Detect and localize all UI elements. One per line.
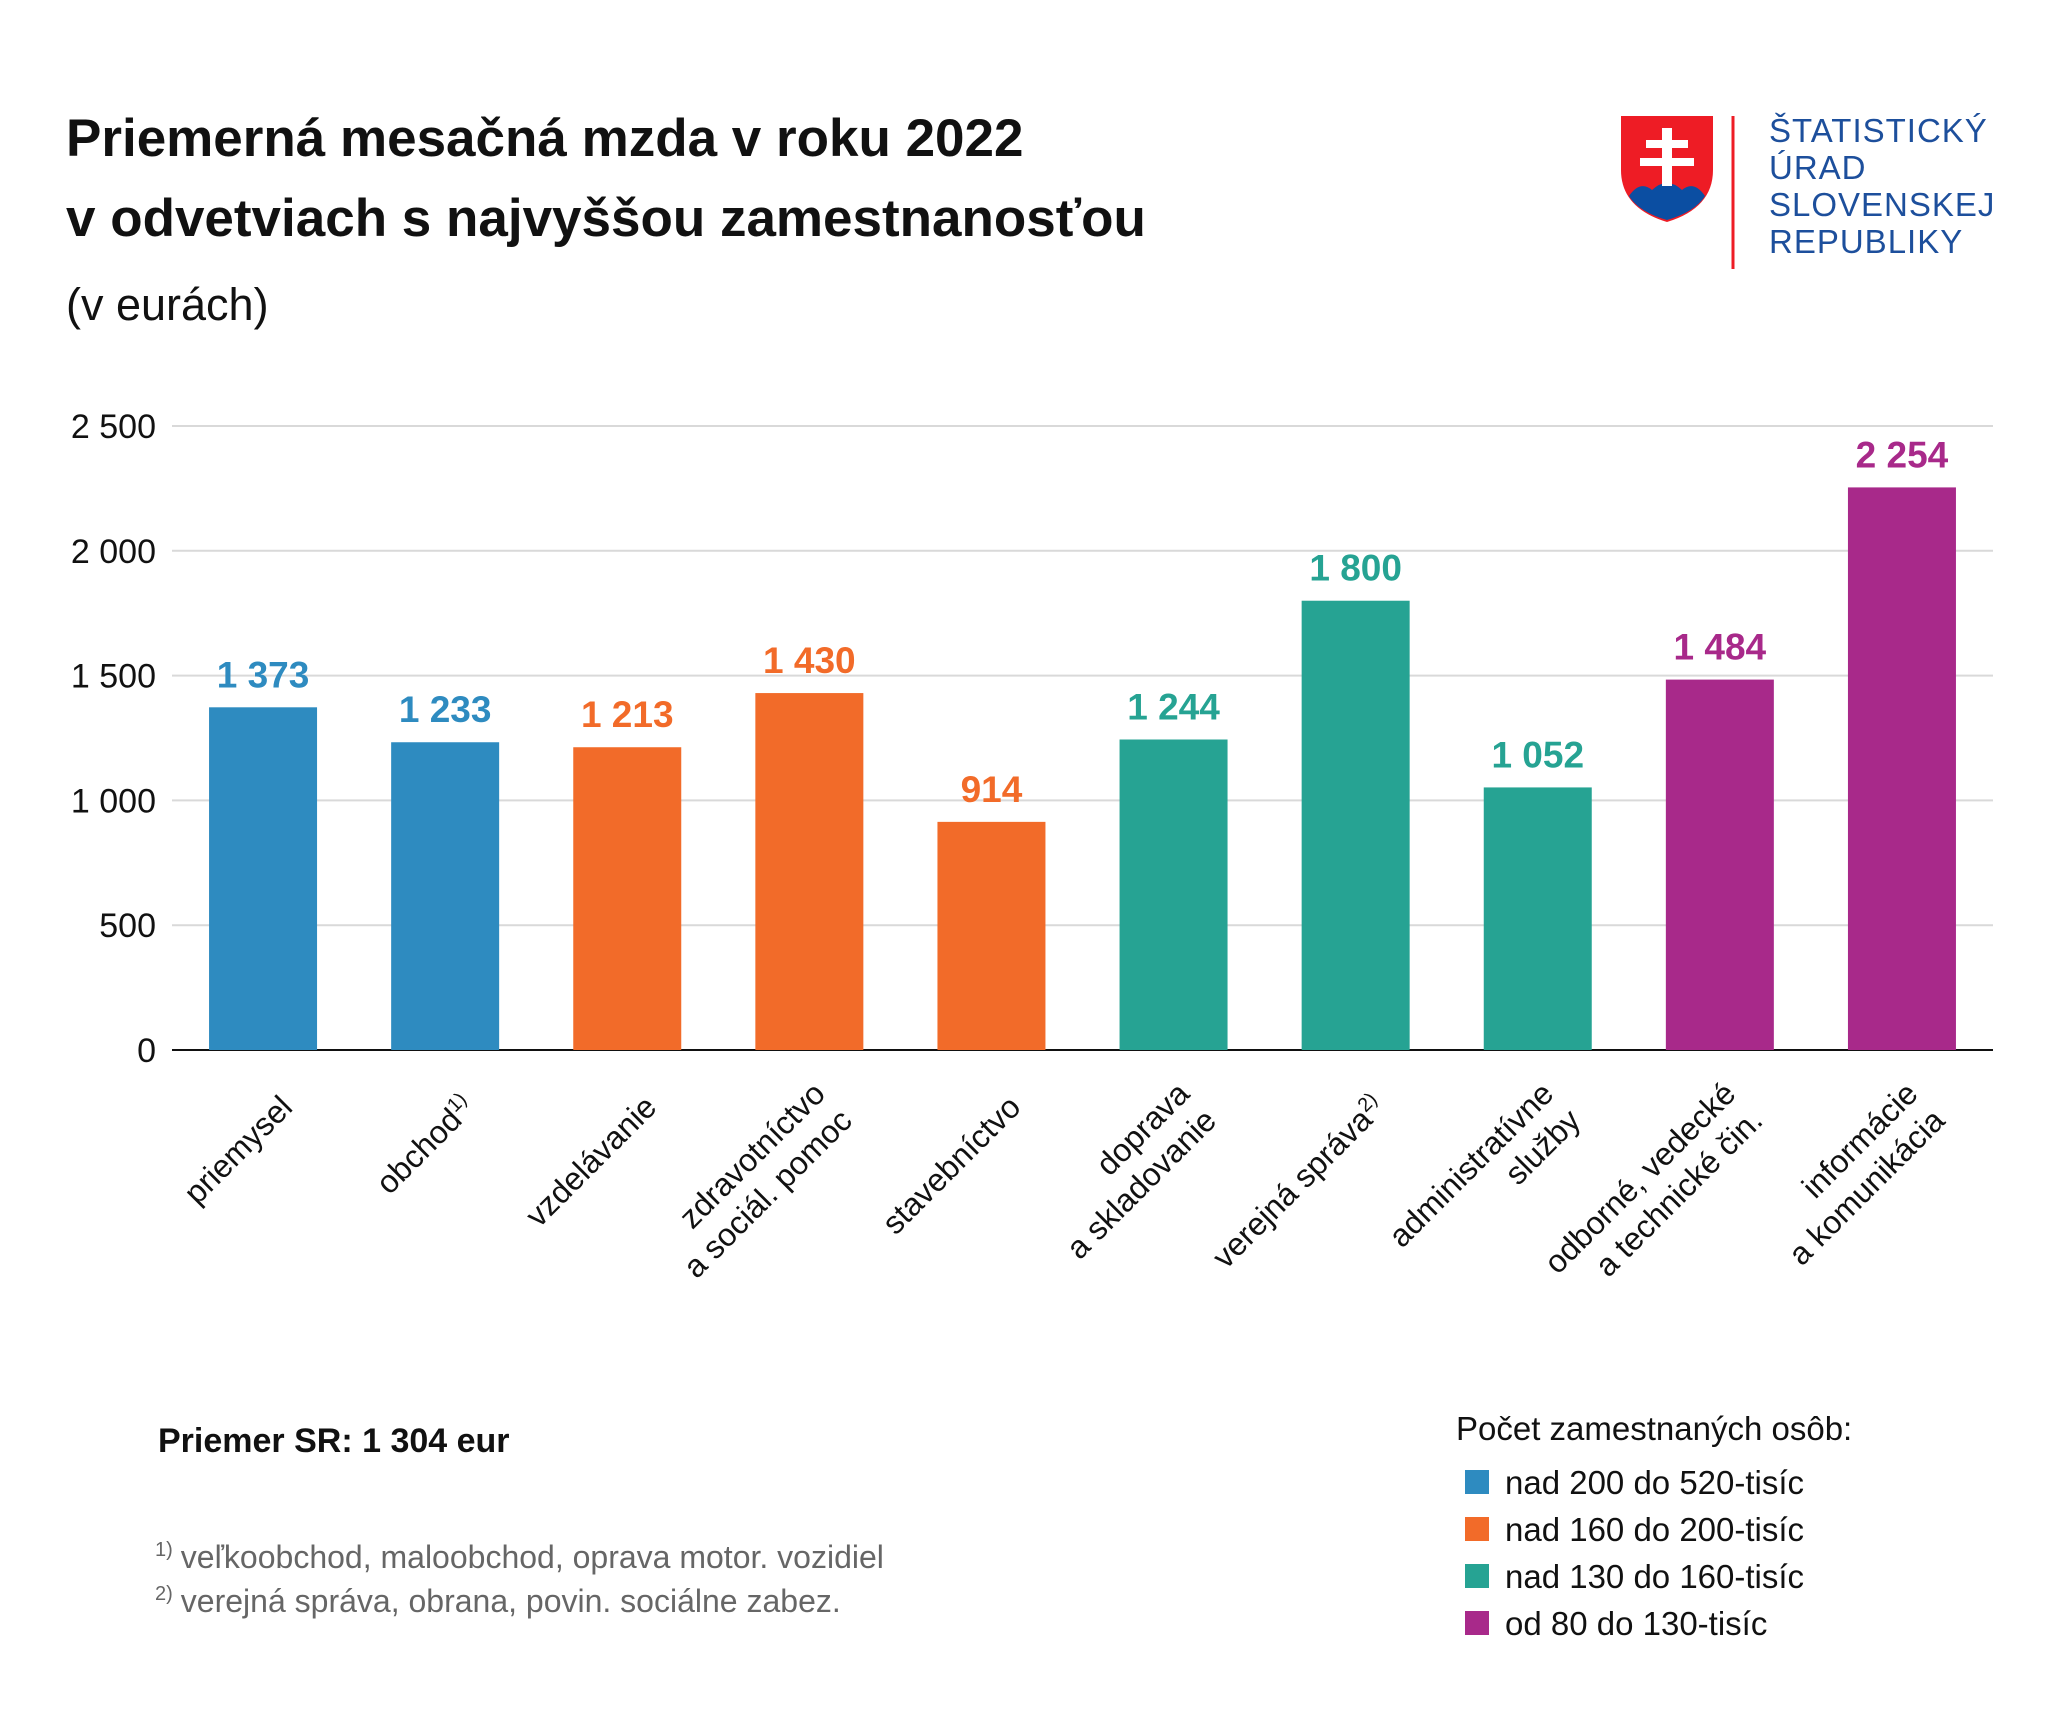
y-tick-label: 1 500 xyxy=(71,658,156,696)
bar xyxy=(391,742,500,1050)
bar xyxy=(1847,487,1956,1050)
footnote: 2) verejná správa, obrana, povin. sociáln… xyxy=(155,1583,841,1619)
legend-label: nad 130 do 160-tisíc xyxy=(1505,1558,1804,1595)
value-label: 1 373 xyxy=(217,654,310,695)
bar xyxy=(1301,600,1410,1050)
bar xyxy=(755,693,864,1050)
chart-title: Priemerná mesačná mzda v roku 2022 xyxy=(66,109,1023,168)
bar xyxy=(1483,787,1592,1050)
legend-label: od 80 do 130-tisíc xyxy=(1505,1605,1767,1642)
legend-label: nad 200 do 520-tisíc xyxy=(1505,1464,1804,1501)
y-tick-label: 2 500 xyxy=(71,408,156,446)
bar xyxy=(1665,679,1774,1050)
y-tick-label: 500 xyxy=(99,907,156,945)
value-label: 2 254 xyxy=(1856,434,1949,475)
value-label: 1 213 xyxy=(581,694,674,735)
legend-label: nad 160 do 200-tisíc xyxy=(1505,1511,1804,1548)
y-tick-label: 0 xyxy=(137,1032,156,1070)
value-label: 1 233 xyxy=(399,689,492,730)
legend-swatch xyxy=(1465,1470,1489,1494)
average-note: Priemer SR: 1 304 eur xyxy=(158,1422,510,1460)
bar xyxy=(209,707,318,1050)
logo-line: REPUBLIKY xyxy=(1769,223,1963,260)
value-label: 1 484 xyxy=(1674,627,1767,668)
logo-emblem xyxy=(1621,116,1713,222)
footnote-marker: 1) xyxy=(155,1539,173,1561)
value-label: 1 052 xyxy=(1491,734,1584,775)
y-tick-label: 2 000 xyxy=(71,533,156,571)
chart-subtitle: (v eurách) xyxy=(66,279,269,330)
logo-line: ŠTATISTICKÝ xyxy=(1769,112,1988,149)
value-label: 1 430 xyxy=(763,640,856,681)
footnote-text: veľkoobchod, maloobchod, oprava motor. v… xyxy=(181,1539,884,1575)
value-label: 1 244 xyxy=(1127,686,1220,727)
footnote-marker: 2) xyxy=(155,1583,173,1605)
legend-swatch xyxy=(1465,1564,1489,1588)
value-label: 1 800 xyxy=(1309,548,1402,589)
value-label: 914 xyxy=(961,769,1023,810)
chart-title: v odvetviach s najvyššou zamestnanosťou xyxy=(66,189,1146,248)
legend-swatch xyxy=(1465,1611,1489,1635)
bar xyxy=(937,821,1046,1050)
legend-swatch xyxy=(1465,1517,1489,1541)
legend-title: Počet zamestnaných osôb: xyxy=(1456,1410,1852,1447)
logo-line: ÚRAD xyxy=(1769,149,1867,186)
bar xyxy=(573,747,682,1050)
footnote-text: verejná správa, obrana, povin. sociálne … xyxy=(181,1583,841,1619)
footnote: 1) veľkoobchod, maloobchod, oprava motor.… xyxy=(155,1539,884,1575)
bar xyxy=(1119,739,1228,1050)
y-tick-label: 1 000 xyxy=(71,782,156,820)
logo-line: SLOVENSKEJ xyxy=(1769,186,1995,223)
